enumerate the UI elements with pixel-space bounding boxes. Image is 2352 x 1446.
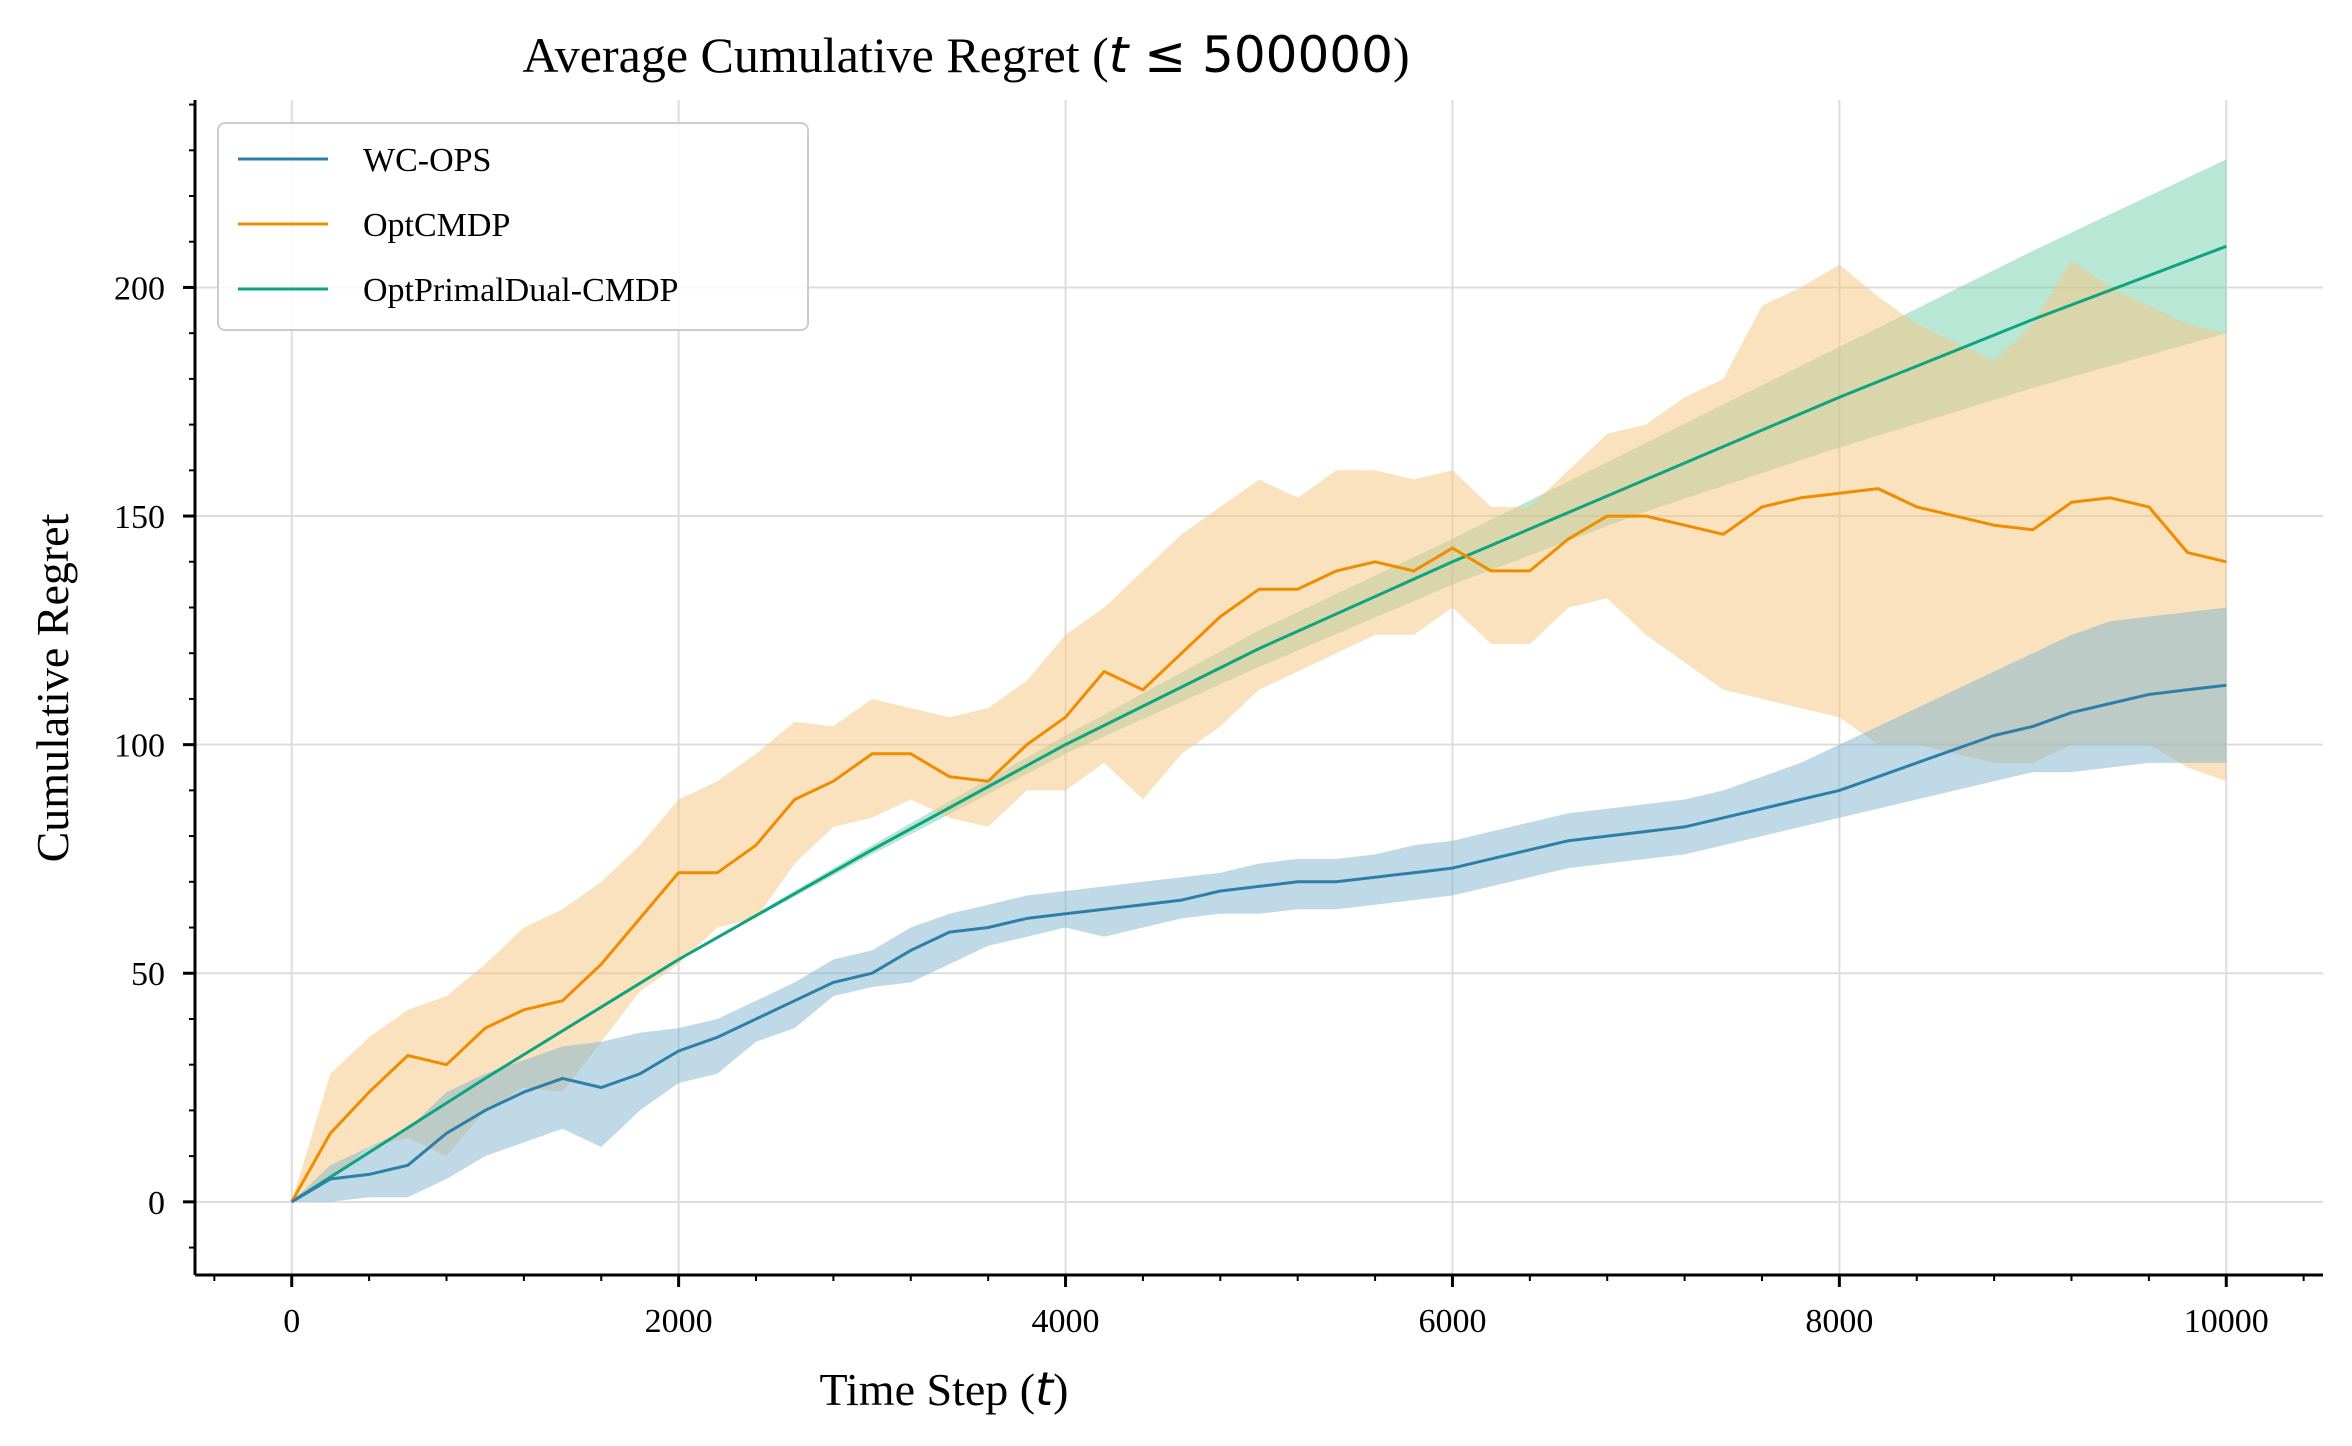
series-lines xyxy=(290,244,2227,1204)
legend-frame xyxy=(217,122,809,331)
y-tick-label: 50 xyxy=(131,956,165,993)
x-tick-label: 8000 xyxy=(1805,1303,1873,1340)
y-axis-label: Cumulative Regret xyxy=(27,513,78,862)
x-tick-label: 2000 xyxy=(645,1303,713,1340)
x-tick-label: 6000 xyxy=(1418,1303,1486,1340)
legend-label-optcmdp: OptCMDP xyxy=(363,207,510,244)
x-tick-label: 10000 xyxy=(2184,1303,2269,1340)
legend: WC-OPS OptCMDP OptPrimalDual-CMDP xyxy=(217,122,809,331)
legend-label-wc-ops: WC-OPS xyxy=(363,142,491,179)
x-tick-label: 4000 xyxy=(1032,1303,1100,1340)
y-tick-label: 150 xyxy=(114,499,165,536)
line-optprimaldual-cmdp xyxy=(290,244,2227,1204)
axes xyxy=(193,100,2323,1277)
legend-label-optprimaldual-cmdp: OptPrimalDual-CMDP xyxy=(363,272,678,309)
x-tick-label: 0 xyxy=(283,1303,300,1340)
band-optcmdp xyxy=(291,260,2227,1202)
ticks: 0 2000 4000 6000 8000 10000 0 50 100 150 200 xyxy=(114,103,2305,1340)
line-wc-ops xyxy=(290,683,2227,1204)
x-axis-label: Time Step (t) xyxy=(820,1362,1069,1416)
chart-title: Average Cumulative Regret (t ≤ 500000) xyxy=(522,26,1409,84)
band-wc-ops xyxy=(291,607,2227,1202)
y-tick-label: 200 xyxy=(114,270,165,307)
line-optcmdp xyxy=(290,487,2227,1203)
y-tick-label: 0 xyxy=(148,1185,165,1222)
y-tick-label: 100 xyxy=(114,728,165,765)
confidence-bands xyxy=(291,159,2227,1202)
